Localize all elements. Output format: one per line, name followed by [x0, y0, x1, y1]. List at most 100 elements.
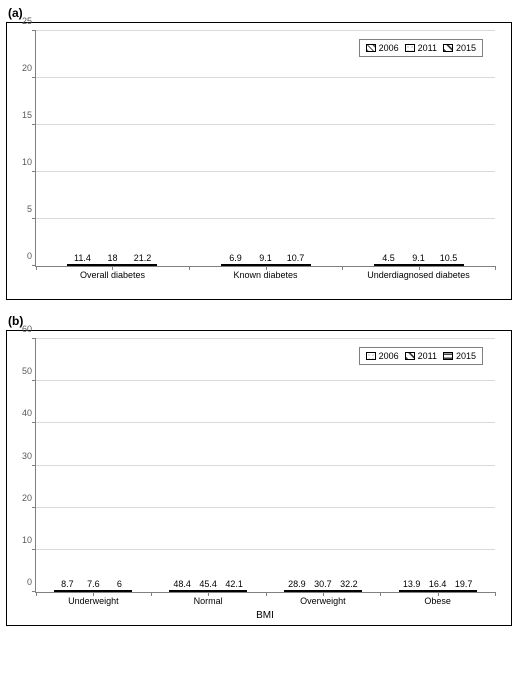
y-tick-mark [32, 124, 36, 125]
y-tick-mark [32, 549, 36, 550]
gridline [36, 77, 495, 78]
legend-item: 2015 [443, 43, 476, 53]
y-tick-label: 50 [22, 366, 36, 376]
bar-value-label: 6 [117, 579, 122, 591]
y-tick-mark [32, 171, 36, 172]
bar: 42.1 [221, 590, 247, 592]
y-tick-label: 20 [22, 493, 36, 503]
bar: 19.7 [451, 590, 477, 592]
gridline [36, 338, 495, 339]
y-tick-label: 60 [22, 324, 36, 334]
bar-value-label: 9.1 [259, 253, 272, 265]
legend-item: 2011 [405, 351, 437, 361]
legend-swatch [366, 352, 376, 360]
chart-a-plot: 200620112015 051015202511.41821.2Overall… [35, 31, 495, 267]
bar-value-label: 4.5 [382, 253, 395, 265]
bar-value-label: 10.5 [440, 253, 458, 265]
legend-swatch [405, 44, 415, 52]
chart-a: 200620112015 051015202511.41821.2Overall… [6, 22, 512, 300]
y-tick-label: 0 [27, 251, 36, 261]
chart-b-legend: 2006 2011 2015 [359, 347, 483, 365]
y-tick-label: 15 [22, 110, 36, 120]
bar-value-label: 21.2 [134, 253, 152, 265]
y-tick-mark [32, 338, 36, 339]
chart-b: 200620112015 01020304050608.77.66Underwe… [6, 330, 512, 626]
chart-b-xaxis-title: BMI [35, 610, 495, 621]
x-tick-mark [189, 266, 190, 270]
gridline [36, 218, 495, 219]
y-tick-mark [32, 465, 36, 466]
x-tick-mark [380, 592, 381, 596]
x-tick-label: Underweight [68, 592, 119, 606]
bar-value-label: 13.9 [403, 579, 421, 591]
legend-swatch [443, 352, 453, 360]
y-tick-mark [32, 422, 36, 423]
gridline [36, 549, 495, 550]
y-tick-label: 30 [22, 451, 36, 461]
y-tick-mark [32, 218, 36, 219]
y-tick-label: 5 [27, 204, 36, 214]
x-tick-mark [36, 266, 37, 270]
bar-value-label: 28.9 [288, 579, 306, 591]
y-tick-mark [32, 30, 36, 31]
legend-label: 2006 [379, 351, 399, 361]
legend-label: 2015 [456, 43, 476, 53]
x-tick-mark [495, 592, 496, 596]
x-tick-label: Known diabetes [233, 266, 297, 280]
legend-item: 2006 [366, 43, 399, 53]
bar-value-label: 42.1 [225, 579, 243, 591]
bar: 48.4 [169, 590, 195, 592]
gridline [36, 171, 495, 172]
x-tick-label: Overall diabetes [80, 266, 145, 280]
chart-a-legend: 2006 2011 2015 [359, 39, 483, 57]
y-tick-label: 10 [22, 535, 36, 545]
panel-a-label: (a) [0, 0, 518, 22]
x-tick-label: Normal [194, 592, 223, 606]
y-tick-label: 0 [27, 577, 36, 587]
bar-value-label: 16.4 [429, 579, 447, 591]
bar-value-label: 48.4 [173, 579, 191, 591]
y-tick-label: 40 [22, 408, 36, 418]
legend-item: 2015 [443, 351, 476, 361]
gridline [36, 422, 495, 423]
bar-value-label: 19.7 [455, 579, 473, 591]
y-tick-label: 20 [22, 63, 36, 73]
legend-label: 2006 [379, 43, 399, 53]
x-tick-mark [36, 592, 37, 596]
x-tick-mark [266, 592, 267, 596]
bar-value-label: 32.2 [340, 579, 358, 591]
legend-label: 2011 [418, 43, 437, 53]
gridline [36, 380, 495, 381]
bar-value-label: 9.1 [412, 253, 425, 265]
legend-label: 2015 [456, 351, 476, 361]
bar-value-label: 18 [107, 253, 117, 265]
bar-value-label: 7.6 [87, 579, 100, 591]
gridline [36, 465, 495, 466]
bar-value-label: 30.7 [314, 579, 332, 591]
panel-b-label: (b) [0, 308, 518, 330]
x-tick-mark [151, 592, 152, 596]
y-tick-label: 25 [22, 16, 36, 26]
legend-swatch [366, 44, 376, 52]
legend-item: 2011 [405, 43, 437, 53]
legend-swatch [443, 44, 453, 52]
bar-value-label: 8.7 [61, 579, 74, 591]
bar-value-label: 10.7 [287, 253, 305, 265]
x-tick-label: Obese [424, 592, 451, 606]
x-tick-label: Underdiagnosed diabetes [367, 266, 470, 280]
bar: 13.9 [399, 590, 425, 592]
chart-b-area: 200620112015 01020304050608.77.66Underwe… [35, 339, 495, 617]
x-tick-mark [342, 266, 343, 270]
bar-value-label: 45.4 [199, 579, 217, 591]
bar-value-label: 11.4 [74, 253, 91, 265]
legend-swatch [405, 352, 415, 360]
gridline [36, 30, 495, 31]
y-tick-label: 10 [22, 157, 36, 167]
x-tick-mark [495, 266, 496, 270]
x-tick-label: Overweight [300, 592, 346, 606]
legend-label: 2011 [418, 351, 437, 361]
chart-a-area: 200620112015 051015202511.41821.2Overall… [35, 31, 495, 291]
legend-item: 2006 [366, 351, 399, 361]
chart-b-plot: 200620112015 01020304050608.77.66Underwe… [35, 339, 495, 593]
gridline [36, 507, 495, 508]
